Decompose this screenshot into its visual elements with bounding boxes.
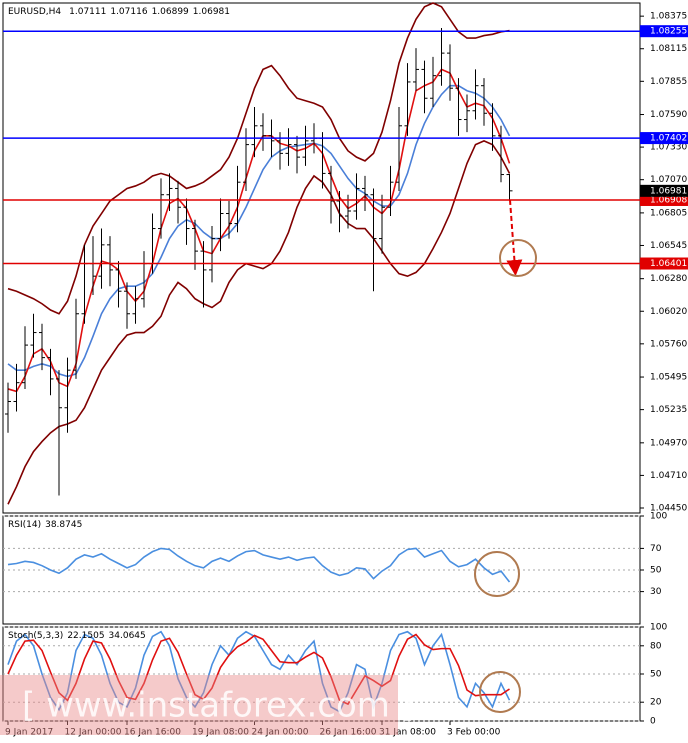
y-tick-label: 1.08375 (650, 12, 687, 22)
x-tick-label: 3 Feb 00:00 (447, 728, 501, 738)
header-value: 1.06899 (152, 7, 189, 17)
x-tick-label: 16 Jan 16:00 (124, 728, 181, 738)
y-tick-label: 1.07590 (650, 110, 687, 120)
y-tick-label: 1.05760 (650, 339, 687, 349)
header-value: 1.07111 (69, 7, 106, 17)
level-label: 1.06401 (650, 259, 687, 269)
level-label: 1.06908 (650, 195, 687, 205)
y-tick-label: 50 (650, 566, 662, 576)
level-label-box (640, 132, 688, 145)
header-value: RSI(14) (8, 520, 41, 530)
price-label-box (640, 184, 688, 197)
header-value: Stoch(5,3,3) (8, 631, 63, 641)
y-tick-label: 1.04450 (650, 503, 687, 513)
level-label: 1.07402 (650, 134, 687, 144)
y-tick-label: 70 (650, 544, 662, 554)
y-tick-label: 1.05235 (650, 405, 687, 415)
highlight-circle (499, 239, 537, 277)
indicator-line (7, 633, 510, 706)
indicator-line (7, 547, 511, 583)
level-label: 1.08255 (650, 27, 687, 37)
price-label: 1.06981 (650, 186, 687, 196)
y-tick-label: 1.07070 (650, 175, 687, 185)
y-tick-label: 1.07330 (650, 143, 687, 153)
y-tick-label: 50 (650, 670, 662, 680)
indicator-line (7, 68, 511, 393)
forecast-arrow (506, 199, 523, 276)
x-tick-label: 24 Jan 00:00 (252, 728, 309, 738)
indicator-line (7, 630, 511, 713)
indicator-line (7, 139, 511, 505)
y-tick-label: 0 (650, 717, 656, 727)
y-tick-label: 1.04970 (650, 438, 687, 448)
x-tick-label: 12 Jan 00:00 (65, 728, 122, 738)
x-tick-label: 31 Jan 08:00 (379, 728, 436, 738)
chart-header: EURUSD,H4 1.07111 1.07116 1.06899 1.06981 (8, 7, 230, 17)
y-tick-label: 30 (650, 587, 662, 597)
y-tick-label: 80 (650, 641, 662, 651)
indicator-header: RSI(14) 38.8745 (8, 520, 82, 530)
highlight-circle (474, 551, 520, 597)
x-tick-label: 9 Jan 2017 (5, 728, 53, 738)
indicator-line (7, 2, 510, 315)
watermark: [ www.instaforex.com ] (22, 686, 414, 726)
y-tick-label: 1.07855 (650, 77, 687, 87)
y-tick-label: 100 (650, 512, 667, 522)
header-value: EURUSD,H4 (8, 7, 61, 17)
y-tick-label: 1.05495 (650, 373, 687, 383)
level-label-box (640, 257, 688, 270)
x-tick-label: 19 Jan 08:00 (192, 728, 249, 738)
y-tick-label: 1.06020 (650, 307, 687, 317)
indicator-line (7, 84, 511, 378)
y-tick-label: 20 (650, 698, 662, 708)
y-tick-label: 100 (650, 623, 667, 633)
watermark-box (0, 675, 398, 735)
indicator-header: Stoch(5,3,3) 22.1505 34.0645 (8, 631, 146, 641)
header-value: 1.07116 (110, 7, 147, 17)
y-tick-label: 1.06545 (650, 241, 687, 251)
level-label-box (640, 193, 688, 206)
header-value: 38.8745 (45, 520, 82, 530)
y-tick-label: 1.08115 (650, 44, 687, 54)
x-tick-label: 26 Jan 16:00 (320, 728, 377, 738)
level-label-box (640, 25, 688, 38)
y-tick-label: 1.04710 (650, 471, 687, 481)
header-value: 22.1505 (67, 631, 104, 641)
y-tick-label: 1.06805 (650, 208, 687, 218)
y-tick-label: 1.06280 (650, 274, 687, 284)
header-value: 34.0645 (109, 631, 146, 641)
header-value: 1.06981 (193, 7, 230, 17)
highlight-circle (479, 671, 521, 713)
